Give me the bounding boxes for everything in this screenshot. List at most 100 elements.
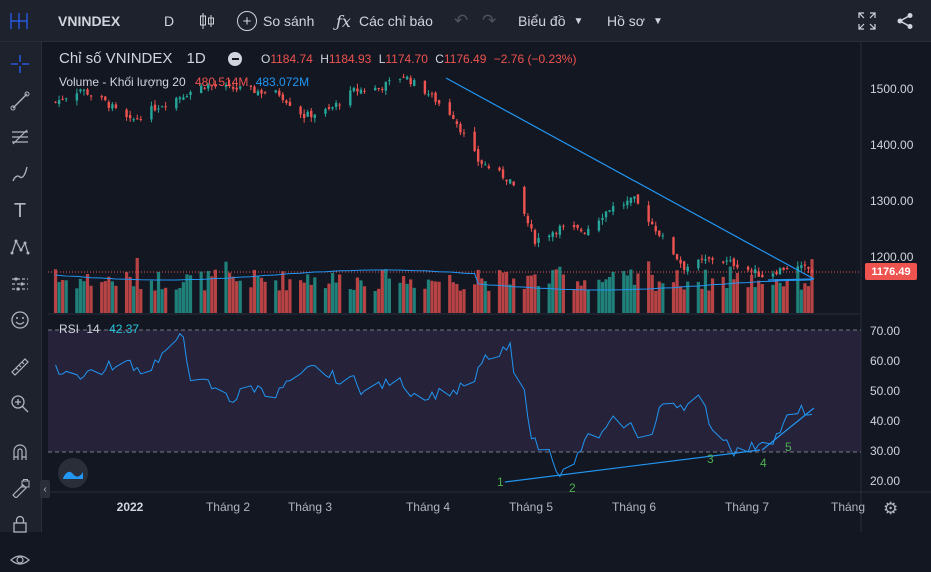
- magnet-icon[interactable]: [8, 440, 32, 464]
- volume-bar: [497, 270, 502, 313]
- candle-body: [75, 93, 79, 101]
- candle-body: [253, 86, 256, 94]
- redo-icon[interactable]: ↷: [482, 11, 497, 30]
- volume-bar: [149, 280, 154, 313]
- crosshair-icon[interactable]: [8, 52, 32, 76]
- candle-body: [427, 94, 430, 96]
- volume-bar: [188, 275, 193, 313]
- candles-icon[interactable]: [198, 0, 216, 42]
- candle-body: [260, 90, 263, 94]
- volume-bar: [185, 274, 189, 313]
- volume-bar: [597, 279, 601, 313]
- volume-bar: [611, 271, 615, 313]
- volume-bar: [132, 286, 136, 313]
- collapse-panel-icon[interactable]: ‹: [40, 480, 50, 498]
- candle-body: [771, 273, 775, 277]
- volume-bar: [810, 259, 814, 313]
- forecast-icon[interactable]: [8, 272, 32, 296]
- candle-body: [86, 89, 89, 95]
- candle-body: [249, 85, 253, 87]
- candle-body: [501, 169, 505, 178]
- volume-bar: [405, 283, 409, 313]
- rsi-support-trendline[interactable]: [504, 449, 761, 483]
- volume-bar: [625, 275, 629, 313]
- candle-body: [402, 76, 405, 78]
- volume-bar: [675, 270, 679, 313]
- candle-body: [700, 258, 704, 260]
- text-icon[interactable]: T: [13, 199, 27, 222]
- high-label: H: [320, 52, 329, 66]
- volume-bar: [455, 283, 459, 313]
- volume-bar: [181, 282, 186, 313]
- volume-bar: [682, 289, 686, 313]
- indicators-label: Các chỉ báo: [358, 13, 433, 29]
- rsi-annotation: 1: [497, 475, 504, 489]
- candle-body: [413, 80, 416, 86]
- candle-body: [587, 228, 590, 236]
- zoom-in-icon[interactable]: [8, 392, 32, 416]
- candle-body: [274, 90, 277, 93]
- candle-body: [175, 98, 178, 109]
- candle-body: [611, 206, 615, 212]
- lock-icon[interactable]: [8, 512, 32, 536]
- candle-body: [459, 124, 462, 133]
- candle-body: [235, 87, 238, 90]
- top-toolbar: VNINDEX D + So sánh ƒx Các chỉ báo ↶ ↷ B…: [0, 0, 931, 42]
- volume-bar: [654, 290, 658, 313]
- candle-body: [675, 253, 679, 260]
- volume-bar: [178, 287, 182, 313]
- close-value: 1176.49: [443, 52, 487, 66]
- fib-icon[interactable]: [8, 125, 32, 149]
- volume-bar: [504, 271, 509, 313]
- rsi-axis-label: 20.00: [870, 474, 901, 488]
- candle-body: [604, 211, 608, 218]
- compare-button[interactable]: + So sánh: [237, 0, 314, 42]
- symbol-search[interactable]: VNINDEX: [58, 13, 121, 29]
- undo-icon[interactable]: ↶: [454, 11, 469, 30]
- resistance-trendline[interactable]: [445, 77, 815, 280]
- profile-menu-label: Hồ sơ: [607, 13, 645, 29]
- lock-drawing-icon[interactable]: [8, 476, 32, 500]
- trendline-icon[interactable]: [8, 89, 32, 113]
- candle-body: [679, 259, 682, 264]
- tradingview-logo-icon[interactable]: [58, 458, 88, 488]
- candle-body: [725, 260, 728, 262]
- candle-body: [334, 103, 338, 108]
- candle-body: [352, 87, 356, 92]
- volume-bar: [647, 261, 651, 313]
- eye-icon[interactable]: [8, 548, 32, 572]
- candle-body: [555, 233, 558, 235]
- share-icon[interactable]: [896, 0, 914, 42]
- fullscreen-icon[interactable]: [858, 0, 876, 42]
- candle-body: [153, 104, 157, 111]
- legend-collapse-button[interactable]: [228, 52, 242, 66]
- chart-type-icon[interactable]: [8, 0, 30, 42]
- candle-body: [761, 274, 764, 278]
- volume-bar: [259, 277, 264, 313]
- candle-body: [650, 221, 654, 225]
- rsi-label: RSI: [59, 322, 80, 336]
- volume-bar: [700, 288, 704, 313]
- chart-menu-button[interactable]: Biểu đồ ▼: [518, 0, 583, 42]
- triangle-support-line[interactable]: [767, 278, 815, 281]
- brush-icon[interactable]: [8, 162, 32, 186]
- candle-body: [455, 121, 459, 124]
- interval-button[interactable]: D: [164, 13, 175, 29]
- candle-body: [722, 261, 725, 263]
- volume-bar: [657, 281, 661, 313]
- rsi-breakout-trendline[interactable]: [761, 407, 815, 451]
- candle-body: [356, 88, 359, 92]
- ruler-icon[interactable]: [8, 355, 32, 379]
- indicators-button[interactable]: ƒx Các chỉ báo: [336, 0, 433, 42]
- pattern-icon[interactable]: [8, 235, 32, 259]
- candle-body: [807, 267, 810, 269]
- chart-canvas[interactable]: [48, 42, 931, 532]
- profile-menu-button[interactable]: Hồ sơ ▼: [607, 0, 663, 42]
- volume-bars: [53, 257, 814, 313]
- candle-body: [256, 91, 260, 96]
- emoji-icon[interactable]: [8, 308, 32, 332]
- settings-gear-icon[interactable]: ⚙: [883, 499, 899, 518]
- volume-bar: [107, 276, 111, 313]
- volume-bar: [678, 286, 683, 313]
- volume-bar: [650, 274, 654, 313]
